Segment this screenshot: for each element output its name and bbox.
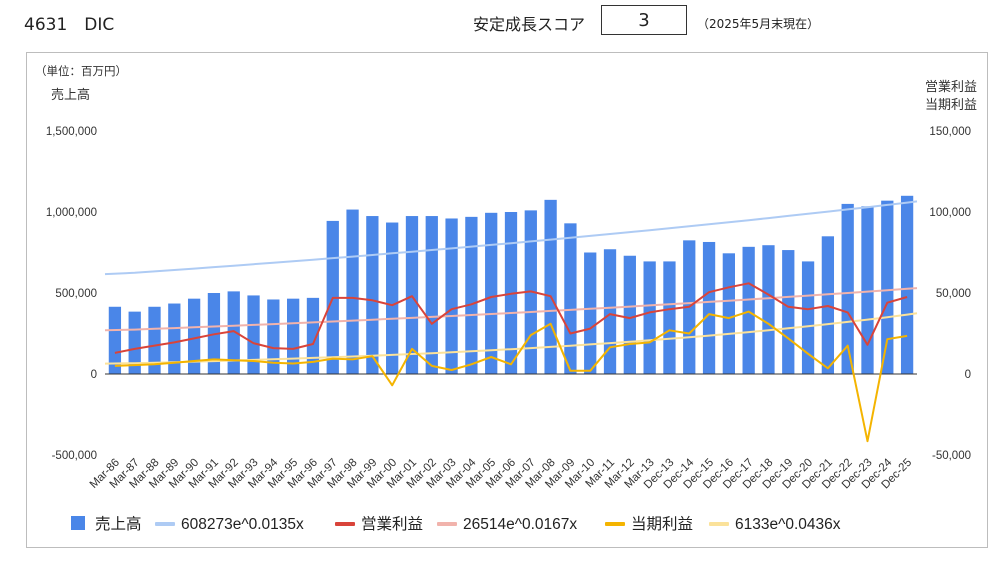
right-tick-label: 50,000 <box>936 288 971 300</box>
sales-bar <box>702 241 716 374</box>
sales-bar <box>900 195 914 374</box>
trend-line-1 <box>104 200 918 276</box>
left-tick-label: 1,000,000 <box>46 207 97 219</box>
sales-bar <box>782 250 795 374</box>
operating-profit-line <box>114 282 908 354</box>
sales-bar <box>148 306 161 374</box>
legend-label: 営業利益 <box>361 515 423 533</box>
company-title: 4631 DIC <box>24 15 115 35</box>
sales-bar <box>267 299 280 374</box>
legend-label: 売上高 <box>95 515 142 533</box>
sales-bar <box>861 206 874 374</box>
as-of-date: （2025年5月末現在） <box>697 17 820 31</box>
sales-bar <box>445 218 458 374</box>
legend-swatch <box>437 522 457 526</box>
trend-line-2 <box>104 287 918 332</box>
legend-swatch <box>605 522 625 526</box>
sales-bar <box>623 255 636 374</box>
legend-label: 6133e^0.0436x <box>735 516 841 533</box>
sales-bar <box>168 303 181 374</box>
sales-bar <box>306 297 320 374</box>
sales-bar <box>881 200 894 374</box>
sales-bar <box>108 306 122 374</box>
score-label: 安定成長スコア <box>473 15 586 34</box>
sales-bar <box>187 298 201 374</box>
sales-bar <box>485 212 498 374</box>
legend-swatch <box>155 522 175 526</box>
chart-frame: （単位：百万円） 売上高 営業利益 当期利益 -500,000 0 500,000 1… <box>26 52 988 548</box>
unit-label: （単位：百万円） <box>35 64 127 78</box>
legend-swatch <box>709 522 729 526</box>
sales-bar <box>564 223 577 374</box>
right-axis-title-1: 営業利益 <box>925 79 977 94</box>
sales-bar <box>584 252 597 374</box>
sales-bar <box>386 222 399 374</box>
score-value: 3 <box>638 9 650 31</box>
sales-bar <box>405 216 419 374</box>
legend-swatch <box>335 522 355 526</box>
sales-bar <box>603 249 617 374</box>
sales-bar <box>247 295 260 374</box>
left-tick-label: 0 <box>91 369 97 381</box>
sales-bar <box>801 261 815 374</box>
chart: （単位：百万円） 売上高 営業利益 当期利益 -500,000 0 500,000 1… <box>35 64 977 533</box>
legend-label: 26514e^0.0167x <box>463 516 577 533</box>
right-tick-label: 100,000 <box>929 207 971 219</box>
left-tick-label: 500,000 <box>55 288 97 300</box>
sales-bar <box>346 209 359 374</box>
sales-bar <box>425 216 438 374</box>
right-tick-label: 0 <box>965 369 971 381</box>
right-axis-title-2: 当期利益 <box>925 97 977 112</box>
sales-bar <box>227 291 240 374</box>
sales-bar <box>643 261 656 374</box>
legend-label: 当期利益 <box>631 515 693 533</box>
sales-bar <box>663 261 676 374</box>
right-tick-label: 150,000 <box>929 126 971 138</box>
sales-bar <box>722 253 735 374</box>
legend-label: 608273e^0.0135x <box>181 516 304 533</box>
sales-bar <box>287 298 300 374</box>
sales-bar <box>742 246 755 374</box>
net-profit-line <box>114 310 908 443</box>
score-value-box: 3 <box>601 5 687 35</box>
sales-bar <box>762 245 775 374</box>
right-tick-label: -50,000 <box>932 450 971 462</box>
sales-bar <box>128 311 141 374</box>
sales-bar <box>841 203 854 374</box>
left-axis-title: 売上高 <box>51 87 90 102</box>
sales-bar <box>366 216 379 374</box>
legend-swatch <box>71 516 85 530</box>
sales-bar <box>465 216 478 374</box>
left-tick-label: -500,000 <box>52 450 97 462</box>
left-tick-label: 1,500,000 <box>46 126 97 138</box>
